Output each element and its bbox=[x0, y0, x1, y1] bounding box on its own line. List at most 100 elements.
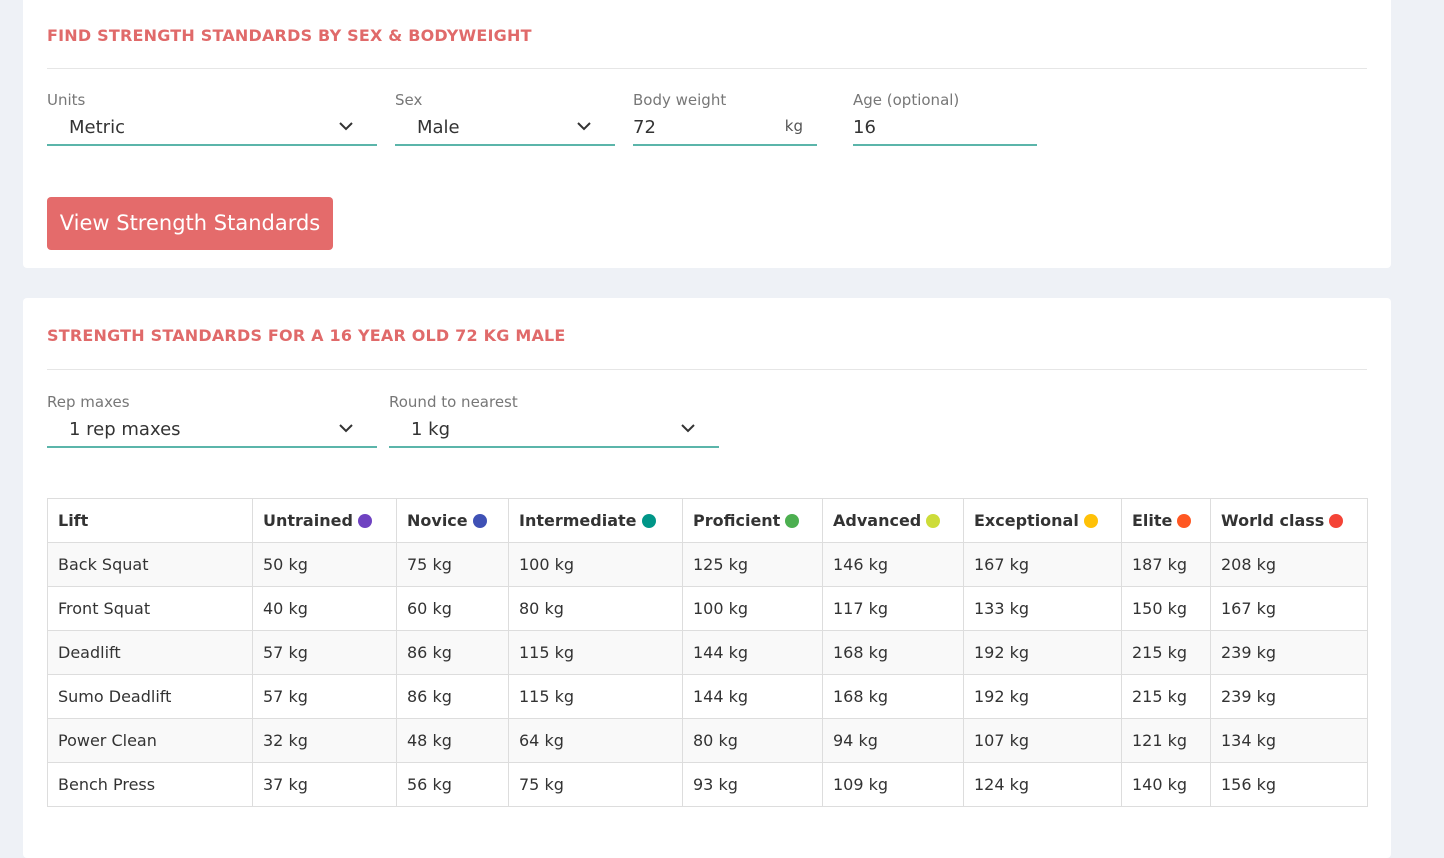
table-row: Deadlift 57 kg 86 kg 115 kg 144 kg 168 kg 192 … bbox=[47, 630, 1368, 675]
form-field: Body weight 72 kg bbox=[633, 91, 817, 146]
column-header: Proficient bbox=[682, 498, 823, 543]
standard-value: 167 kg bbox=[1210, 586, 1368, 631]
search-card: FIND STRENGTH STANDARDS BY SEX & BODYWEI… bbox=[23, 0, 1391, 268]
standard-value: 57 kg bbox=[252, 674, 397, 719]
header-label: Advanced bbox=[833, 511, 922, 530]
view-button[interactable]: View Strength Standards bbox=[47, 197, 333, 250]
standard-value: 125 kg bbox=[682, 542, 823, 587]
select-box[interactable]: Male bbox=[395, 113, 615, 146]
standard-value: 239 kg bbox=[1210, 630, 1368, 675]
column-header: Intermediate bbox=[508, 498, 683, 543]
input-box[interactable]: 16 bbox=[853, 113, 1037, 146]
field-value: 16 bbox=[853, 117, 876, 138]
column-header: Untrained bbox=[252, 498, 397, 543]
select-box[interactable]: 1 kg bbox=[389, 415, 719, 448]
level-dot bbox=[926, 514, 941, 528]
standard-value: 144 kg bbox=[682, 674, 823, 719]
standard-value: 121 kg bbox=[1121, 718, 1211, 763]
standard-value: 32 kg bbox=[252, 718, 397, 763]
select-box[interactable]: Metric bbox=[47, 113, 377, 146]
chevron bbox=[681, 424, 695, 433]
lift-name: Front Squat bbox=[47, 586, 253, 631]
header-label: Novice bbox=[407, 511, 468, 530]
standard-value: 168 kg bbox=[822, 674, 964, 719]
standard-value: 40 kg bbox=[252, 586, 397, 631]
column-header: Advanced bbox=[822, 498, 964, 543]
standard-value: 57 kg bbox=[252, 630, 397, 675]
table-row: Bench Press 37 kg 56 kg 75 kg 93 kg 109 kg 124… bbox=[47, 762, 1368, 807]
header-label: Elite bbox=[1132, 511, 1173, 530]
standard-value: 117 kg bbox=[822, 586, 964, 631]
field-unit: kg bbox=[784, 117, 803, 135]
section-title: FIND STRENGTH STANDARDS BY SEX & BODYWEI… bbox=[47, 26, 532, 45]
form-field: Round to nearest 1 kg bbox=[389, 393, 719, 448]
column-header: Elite bbox=[1121, 498, 1211, 543]
standard-value: 124 kg bbox=[963, 762, 1122, 807]
standard-value: 60 kg bbox=[396, 586, 509, 631]
select-box[interactable]: 1 rep maxes bbox=[47, 415, 377, 448]
section-title: STRENGTH STANDARDS FOR A 16 YEAR OLD 72 … bbox=[47, 326, 566, 345]
standard-value: 192 kg bbox=[963, 630, 1122, 675]
lift-name: Bench Press bbox=[47, 762, 253, 807]
level-dot bbox=[1083, 514, 1098, 528]
standard-value: 100 kg bbox=[508, 542, 683, 587]
field-label: Units bbox=[47, 91, 86, 109]
standard-value: 94 kg bbox=[822, 718, 964, 763]
standard-value: 192 kg bbox=[963, 674, 1122, 719]
column-header: Novice bbox=[396, 498, 509, 543]
header-label: Untrained bbox=[263, 511, 353, 530]
standard-value: 187 kg bbox=[1121, 542, 1211, 587]
lift-name: Sumo Deadlift bbox=[47, 674, 253, 719]
page: FIND STRENGTH STANDARDS BY SEX & BODYWEI… bbox=[23, 0, 1391, 858]
standard-value: 146 kg bbox=[822, 542, 964, 587]
standard-value: 215 kg bbox=[1121, 674, 1211, 719]
column-header: World class bbox=[1210, 498, 1368, 543]
divider bbox=[47, 369, 1367, 370]
level-dot bbox=[641, 514, 656, 528]
level-dot bbox=[357, 514, 372, 528]
standard-value: 134 kg bbox=[1210, 718, 1368, 763]
standard-value: 107 kg bbox=[963, 718, 1122, 763]
standards-table: Lift Untrained Novice Intermediate Proficien… bbox=[47, 498, 1368, 807]
field-label: Sex bbox=[395, 91, 423, 109]
header-row: Lift Untrained Novice Intermediate Proficien… bbox=[47, 498, 1368, 543]
input-box[interactable]: 72 kg bbox=[633, 113, 817, 146]
field-label: Round to nearest bbox=[389, 393, 518, 411]
standard-value: 167 kg bbox=[963, 542, 1122, 587]
standard-value: 144 kg bbox=[682, 630, 823, 675]
form-field: Age (optional) 16 bbox=[853, 91, 1037, 146]
standard-value: 109 kg bbox=[822, 762, 964, 807]
field-value: Metric bbox=[69, 117, 125, 138]
results-card: STRENGTH STANDARDS FOR A 16 YEAR OLD 72 … bbox=[23, 298, 1391, 858]
standard-value: 115 kg bbox=[508, 630, 683, 675]
standard-value: 150 kg bbox=[1121, 586, 1211, 631]
standard-value: 75 kg bbox=[508, 762, 683, 807]
level-dot bbox=[785, 514, 800, 528]
field-value: 1 rep maxes bbox=[69, 419, 181, 440]
header-label: Proficient bbox=[693, 511, 781, 530]
level-dot bbox=[472, 514, 487, 528]
standard-value: 80 kg bbox=[682, 718, 823, 763]
standard-value: 215 kg bbox=[1121, 630, 1211, 675]
column-header: Lift bbox=[47, 498, 253, 543]
header-label: Exceptional bbox=[974, 511, 1079, 530]
divider bbox=[47, 68, 1367, 69]
header-label: Intermediate bbox=[519, 511, 637, 530]
standard-value: 75 kg bbox=[396, 542, 509, 587]
standard-value: 48 kg bbox=[396, 718, 509, 763]
table-row: Power Clean 32 kg 48 kg 64 kg 80 kg 94 kg 107 … bbox=[47, 718, 1368, 763]
standard-value: 86 kg bbox=[396, 674, 509, 719]
field-label: Rep maxes bbox=[47, 393, 130, 411]
lift-name: Power Clean bbox=[47, 718, 253, 763]
standard-value: 80 kg bbox=[508, 586, 683, 631]
form-field: Rep maxes 1 rep maxes bbox=[47, 393, 377, 448]
standard-value: 133 kg bbox=[963, 586, 1122, 631]
lift-name: Back Squat bbox=[47, 542, 253, 587]
standard-value: 239 kg bbox=[1210, 674, 1368, 719]
chevron bbox=[339, 122, 353, 131]
standard-value: 168 kg bbox=[822, 630, 964, 675]
standard-value: 115 kg bbox=[508, 674, 683, 719]
standard-value: 100 kg bbox=[682, 586, 823, 631]
standard-value: 140 kg bbox=[1121, 762, 1211, 807]
table-row: Back Squat 50 kg 75 kg 100 kg 125 kg 146 kg 16… bbox=[47, 542, 1368, 587]
